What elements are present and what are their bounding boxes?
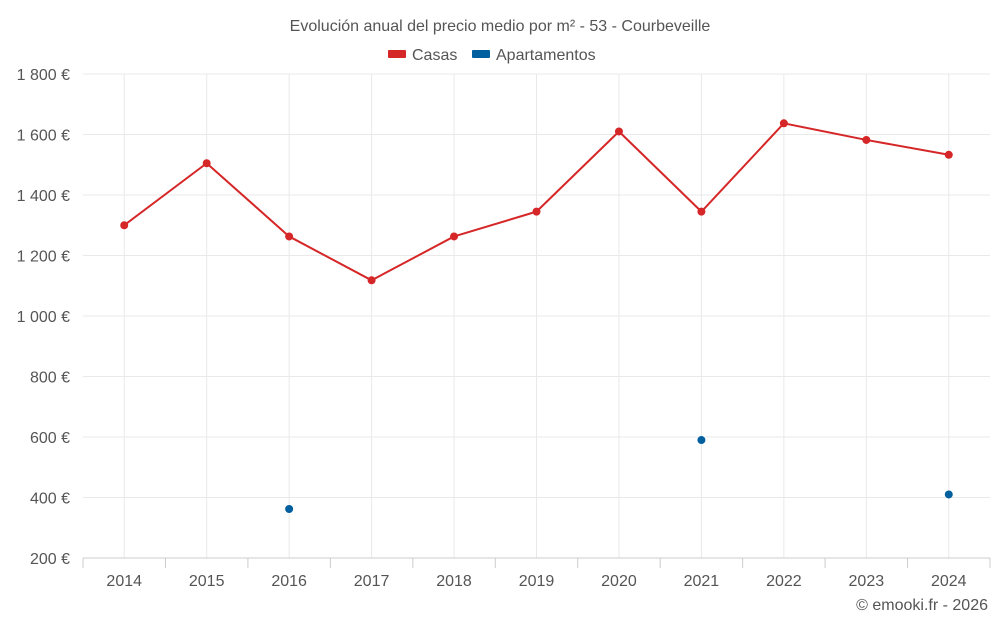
data-point-casas[interactable]: [862, 135, 871, 144]
data-point-apartamentos[interactable]: [944, 490, 953, 499]
x-tick-label: 2019: [519, 573, 555, 590]
data-point-casas[interactable]: [450, 232, 459, 241]
data-point-casas[interactable]: [202, 159, 211, 168]
credit-text: © emooki.fr - 2026: [856, 597, 988, 614]
x-tick-label: 2016: [271, 573, 307, 590]
data-point-casas[interactable]: [697, 207, 706, 216]
x-tick-label: 2022: [766, 573, 802, 590]
series-apartamentos: [285, 436, 953, 513]
y-tick-label: 1 000 €: [17, 309, 70, 326]
data-point-casas[interactable]: [944, 150, 953, 159]
x-axis-ticks: 2014 2015 2016 2017 2018 2019 2020 2021 2022 2023…: [82, 558, 991, 590]
x-tick-label: 2017: [354, 573, 390, 590]
y-tick-label: 1 400 €: [17, 188, 70, 205]
legend-swatch-apartamentos: [472, 50, 490, 58]
x-tick-label: 2015: [189, 573, 225, 590]
x-tick-label: 2020: [601, 573, 637, 590]
x-tick-label: 2021: [684, 573, 720, 590]
legend: Casas Apartamentos: [388, 47, 596, 64]
data-point-casas[interactable]: [614, 127, 623, 136]
legend-label-casas: Casas: [412, 47, 457, 64]
x-tick-label: 2014: [106, 573, 142, 590]
data-point-casas[interactable]: [532, 207, 541, 216]
chart-title: Evolución anual del precio medio por m² …: [290, 18, 711, 35]
y-tick-label: 400 €: [30, 491, 70, 508]
data-point-casas[interactable]: [367, 276, 376, 285]
grid: [83, 73, 990, 558]
x-tick-label: 2024: [931, 573, 967, 590]
series-layer: [120, 119, 953, 513]
x-tick-label: 2023: [849, 573, 885, 590]
y-tick-label: 200 €: [30, 551, 70, 568]
series-casas: [120, 119, 953, 285]
data-point-casas[interactable]: [285, 232, 294, 241]
legend-item-casas[interactable]: Casas: [388, 47, 457, 64]
y-tick-label: 1 600 €: [17, 128, 70, 145]
y-tick-label: 600 €: [30, 430, 70, 447]
data-point-casas[interactable]: [779, 119, 788, 128]
y-axis-ticks: 200 € 400 € 600 € 800 € 1 000 € 1 200 € 1 400 …: [17, 67, 70, 568]
data-point-casas[interactable]: [120, 221, 129, 230]
data-point-apartamentos[interactable]: [697, 436, 706, 445]
y-tick-label: 1 800 €: [17, 67, 70, 84]
legend-item-apartamentos[interactable]: Apartamentos: [472, 47, 596, 64]
y-tick-label: 800 €: [30, 370, 70, 387]
y-tick-label: 1 200 €: [17, 249, 70, 266]
data-point-apartamentos[interactable]: [285, 504, 294, 513]
legend-swatch-casas: [388, 50, 406, 58]
legend-label-apartamentos: Apartamentos: [496, 47, 596, 64]
x-tick-label: 2018: [436, 573, 472, 590]
